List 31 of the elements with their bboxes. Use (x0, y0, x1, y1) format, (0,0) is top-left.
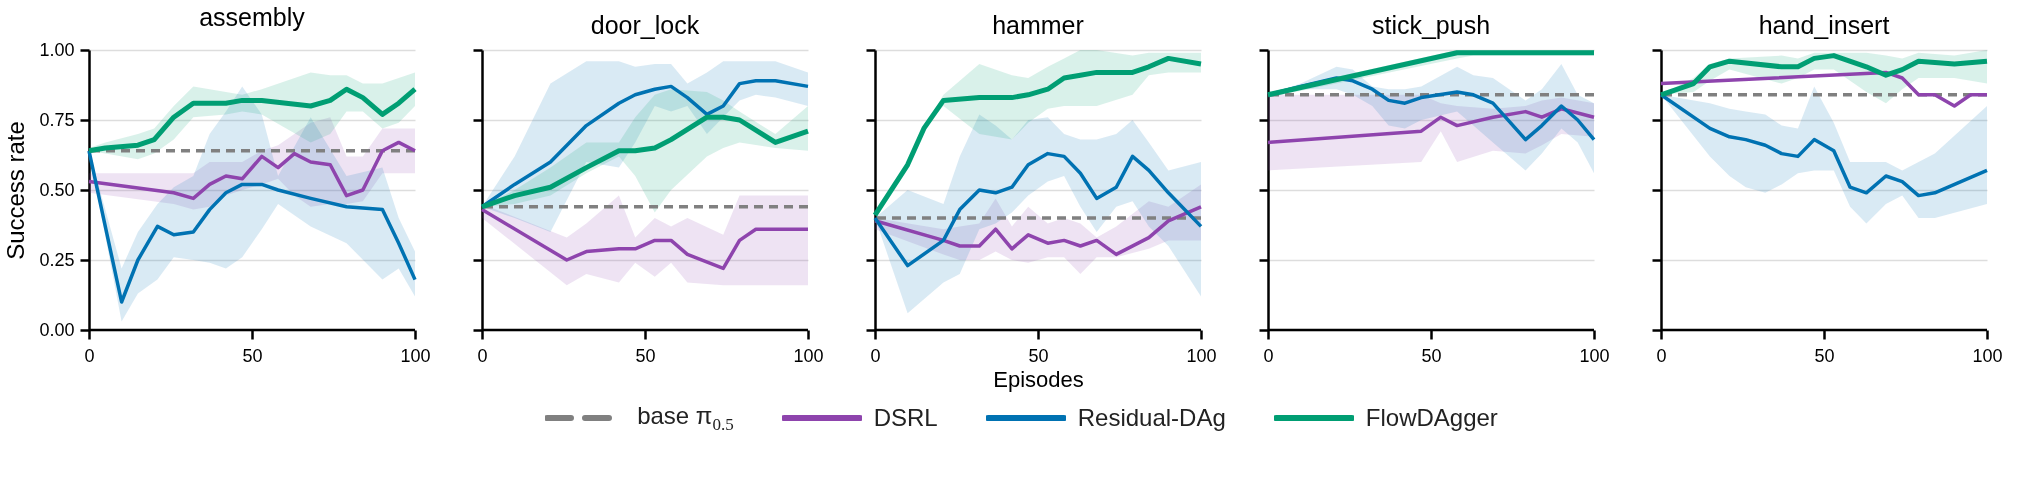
chart-title: stick_push (1371, 10, 1491, 39)
x-tick-label: 0 (477, 345, 488, 366)
x-tick-label: 0 (1656, 345, 1667, 366)
y-axis-title: Success rate (2, 121, 30, 260)
chart-title: hammer (992, 10, 1084, 39)
chart-title: door_lock (590, 10, 700, 39)
x-tick-label: 100 (793, 345, 824, 366)
chart-title: assembly (199, 3, 306, 31)
chart-title: hand_insert (1758, 10, 1890, 39)
x-tick-label: 50 (635, 345, 656, 366)
x-tick-label: 50 (1028, 345, 1049, 366)
x-axis-title: Episodes (993, 366, 1084, 392)
y-tick-label: 0.75 (39, 109, 75, 130)
x-tick-label: 100 (1186, 345, 1217, 366)
x-tick-label: 0 (1263, 345, 1274, 366)
y-tick-label: 0.50 (39, 179, 75, 200)
legend-label: base π$_{0.5}$ (637, 402, 734, 435)
x-tick-label: 0 (870, 345, 881, 366)
x-tick-label: 50 (1814, 345, 1835, 366)
x-tick-label: 100 (1972, 345, 2003, 366)
y-tick-label: 0.00 (39, 319, 75, 340)
legend-label: DSRL (873, 404, 938, 433)
x-tick-label: 100 (1579, 345, 1610, 366)
legend-label: Residual-DAg (1077, 404, 1226, 433)
x-tick-label: 50 (1421, 345, 1442, 366)
x-tick-label: 50 (242, 345, 263, 366)
y-tick-label: 0.25 (39, 249, 75, 270)
x-tick-label: 100 (400, 345, 431, 366)
x-tick-label: 0 (84, 345, 95, 366)
legend-label: FlowDAgger (1365, 404, 1498, 433)
y-tick-label: 1.00 (39, 39, 75, 60)
